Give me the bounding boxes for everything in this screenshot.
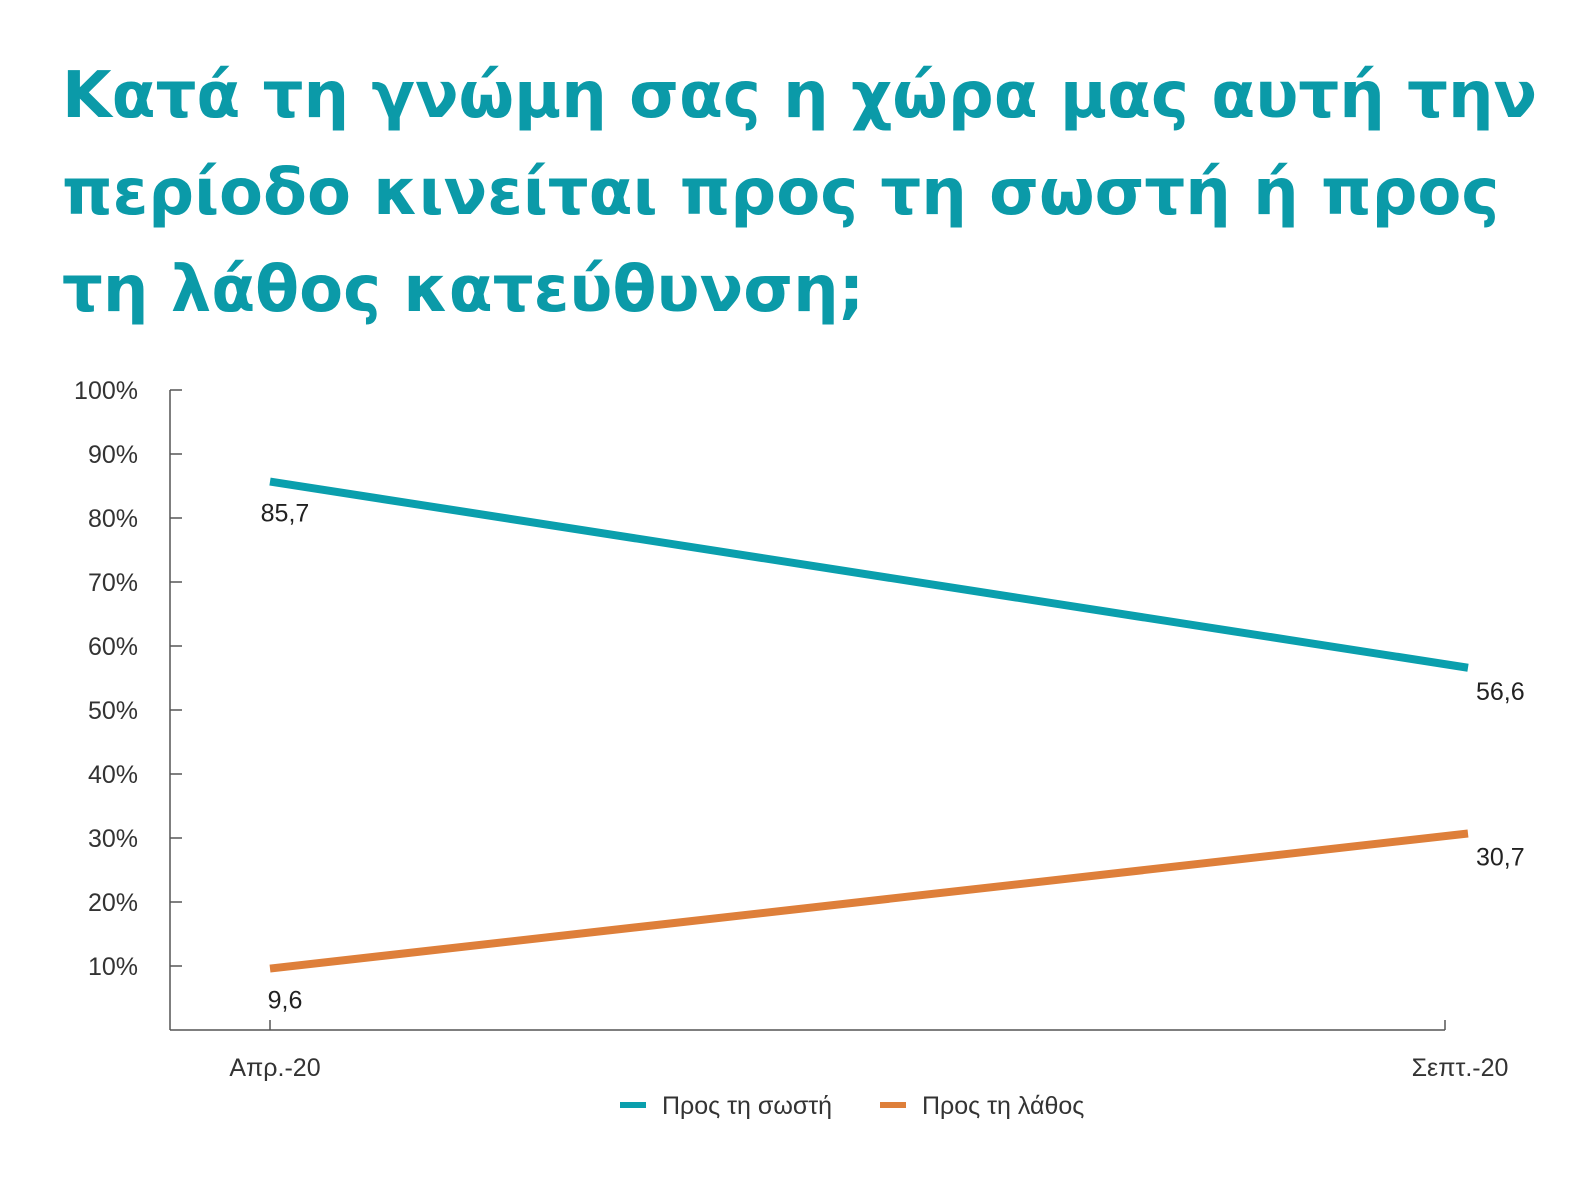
series-line-2: [269, 829, 1469, 973]
data-label: 56,6: [1476, 678, 1525, 706]
data-label: 85,7: [261, 500, 310, 528]
y-axis-ticks: 10% 20% 30% 40% 50% 60% 70% 80% 90% 100%: [74, 377, 182, 981]
axes: [169, 390, 1445, 1031]
y-tick-label: 90%: [88, 441, 138, 469]
y-tick-label: 50%: [88, 697, 138, 725]
series-lines: [269, 477, 1469, 973]
chart-title: Κατά τη γνώμη σας η χώρα μας αυτή την πε…: [62, 59, 1538, 327]
legend: Προς τη σωστή Προς τη λάθος: [620, 1092, 1084, 1120]
y-tick-label: 20%: [88, 889, 138, 917]
x-tick-label: Σεπτ.-20: [1412, 1054, 1509, 1082]
data-labels: 85,7 56,6 9,6 30,7: [261, 500, 1525, 1015]
y-tick-label: 100%: [74, 377, 138, 405]
y-tick-label: 70%: [88, 569, 138, 597]
y-tick-label: 80%: [88, 505, 138, 533]
data-label: 30,7: [1476, 844, 1525, 872]
y-tick-label: 40%: [88, 761, 138, 789]
legend-label: Προς τη λάθος: [922, 1092, 1084, 1120]
x-axis-ticks: Απρ.-20 Σεπτ.-20: [229, 1020, 1508, 1082]
y-tick-label: 60%: [88, 633, 138, 661]
data-label: 9,6: [268, 987, 303, 1015]
series-line-1: [269, 477, 1469, 672]
y-tick-label: 30%: [88, 825, 138, 853]
legend-label: Προς τη σωστή: [662, 1092, 832, 1120]
y-tick-label: 10%: [88, 953, 138, 981]
x-tick-label: Απρ.-20: [229, 1054, 320, 1082]
